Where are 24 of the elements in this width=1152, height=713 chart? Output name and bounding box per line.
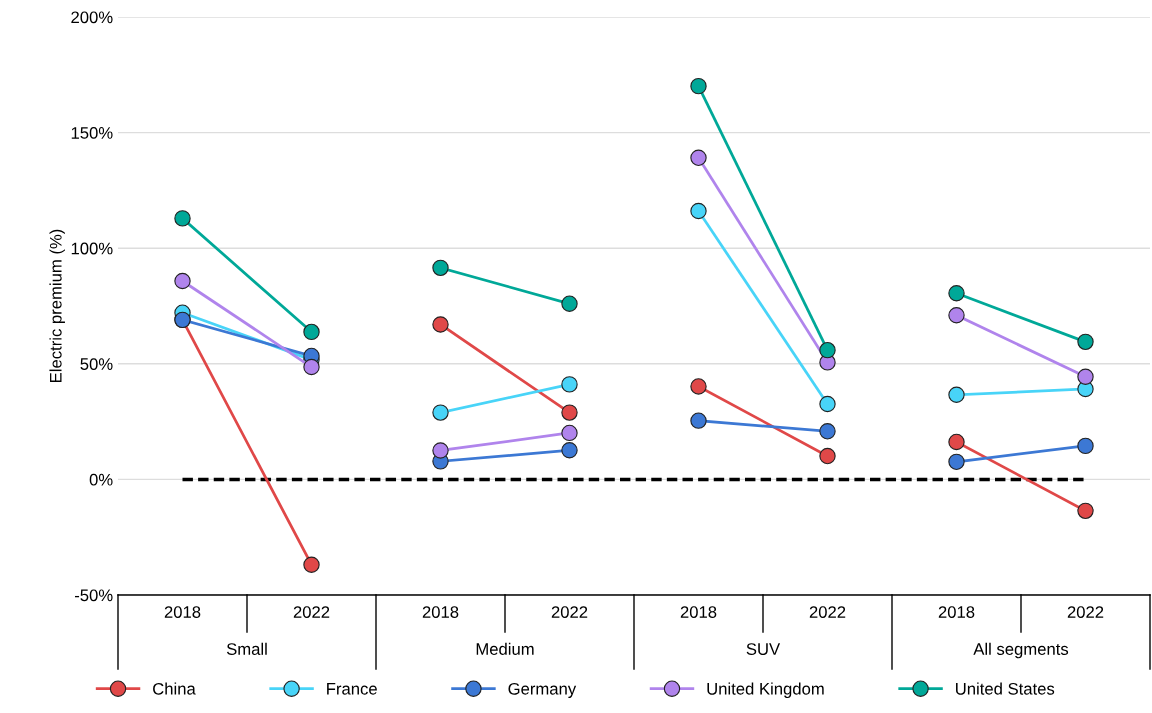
text: SUV	[746, 643, 781, 655]
legend-label: United States	[956, 682, 1055, 695]
legend-label: France	[327, 683, 377, 695]
text: Small	[226, 642, 267, 655]
x-tick-label: 2018	[164, 606, 201, 618]
x-tick-label: 2018	[422, 606, 459, 618]
y-tick-label: 200%	[71, 11, 113, 24]
x-tick-label: 2018	[938, 606, 975, 618]
y-tick-label: 50%	[80, 358, 113, 370]
legend-label: China	[153, 682, 196, 695]
y-tick-label: 100%	[71, 242, 113, 255]
legend-label: Germany	[508, 682, 577, 698]
x-tick-label: 2022	[809, 606, 846, 618]
y-tick-label: 0%	[89, 473, 113, 486]
x-tick-label: 2022	[1067, 606, 1104, 618]
text: All segments	[973, 642, 1069, 659]
legend-label: United Kingdom	[707, 682, 824, 698]
x-tick-label: 2022	[293, 606, 330, 618]
x-tick-label: 2022	[551, 606, 588, 618]
x-tick-label: 2018	[680, 606, 717, 618]
text: Medium	[476, 642, 534, 655]
y-axis-title: Electric premium (%)	[49, 229, 65, 382]
y-tick-label: -50%	[74, 589, 113, 602]
y-tick-label: 150%	[71, 127, 113, 139]
